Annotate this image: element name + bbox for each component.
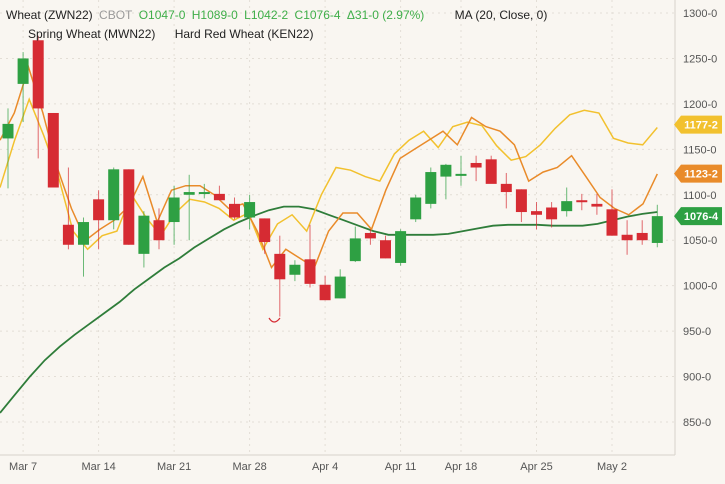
candle — [62, 167, 74, 250]
price-tags: 1177-2 1123-2 1076-4 — [674, 115, 722, 226]
change-value: Δ31-0 (2.97%) — [346, 8, 425, 22]
symbol-label[interactable]: Wheat (ZWN22) — [6, 8, 93, 22]
price-tick-label: 950-0 — [683, 326, 711, 338]
candle — [515, 189, 527, 223]
low-marker-icon — [268, 317, 281, 323]
candle — [93, 190, 105, 250]
price-tag: 1076-4 — [674, 207, 722, 226]
candle — [364, 229, 376, 245]
chart-legend: Wheat (ZWN22) CBOT O1047-0 H1089-0 L1042… — [6, 8, 550, 41]
candle — [244, 194, 256, 230]
candle — [561, 187, 573, 217]
candle — [168, 185, 180, 245]
price-tick-label: 1300-0 — [683, 8, 717, 20]
price-tick-label: 1050-0 — [683, 235, 717, 247]
candle — [546, 202, 558, 228]
candle — [274, 235, 286, 317]
exchange-label: CBOT — [99, 8, 133, 22]
candle — [213, 185, 225, 201]
candle — [531, 202, 542, 230]
candle — [123, 169, 135, 245]
candle — [621, 220, 633, 255]
candle — [289, 260, 301, 282]
candle — [47, 112, 59, 188]
candle — [455, 155, 467, 186]
close-value: C1076-4 — [294, 8, 341, 22]
candle — [440, 163, 452, 200]
candle — [198, 183, 210, 199]
candle — [500, 172, 512, 209]
price-tick-label: 1000-0 — [683, 281, 717, 293]
candle — [153, 208, 165, 250]
price-axis[interactable]: 1300-0 1250-0 1200-0 1150-0 1100-0 1050-0 1000… — [683, 8, 717, 429]
date-tick-label: Apr 25 — [520, 461, 552, 473]
svg-text:1177-2: 1177-2 — [684, 120, 718, 132]
high-value: H1089-0 — [191, 8, 238, 22]
candle — [591, 193, 603, 215]
candle — [485, 155, 497, 184]
price-tag: 1123-2 — [674, 164, 722, 183]
price-tick-label: 850-0 — [683, 417, 711, 429]
price-tag: 1177-2 — [674, 115, 722, 134]
candle — [304, 224, 316, 288]
date-tick-label: May 2 — [597, 461, 627, 473]
candle — [576, 193, 588, 211]
candle — [651, 204, 663, 248]
price-tick-label: 1200-0 — [683, 99, 717, 111]
candle — [636, 220, 648, 245]
date-tick-label: Mar 28 — [232, 461, 266, 473]
candle — [349, 226, 361, 263]
open-value: O1047-0 — [138, 8, 186, 22]
candle — [395, 229, 407, 266]
candle — [229, 197, 240, 220]
price-tick-label: 1100-0 — [683, 190, 716, 202]
candle — [380, 235, 391, 259]
candle — [17, 52, 29, 123]
date-tick-label: Apr 11 — [385, 461, 417, 473]
time-axis[interactable]: Mar 7 Mar 14 Mar 21 Mar 28 Apr 4 Apr 11 Apr 18… — [9, 461, 627, 473]
low-value: L1042-2 — [244, 8, 289, 22]
candle — [410, 194, 422, 223]
candle — [259, 218, 271, 254]
hard-red-wheat-line — [0, 64, 658, 269]
date-tick-label: Apr 4 — [312, 461, 338, 473]
candle — [138, 211, 150, 268]
comparison-lines — [0, 64, 658, 414]
candle — [78, 217, 89, 277]
date-tick-label: Mar 14 — [81, 461, 115, 473]
compare-spring-wheat-label[interactable]: Spring Wheat (MWN22) — [28, 27, 156, 41]
candle — [606, 189, 618, 236]
candle — [470, 155, 482, 182]
candle — [319, 275, 331, 301]
price-tick-label: 1250-0 — [683, 53, 717, 65]
ma-line — [0, 205, 658, 414]
ma-indicator-label[interactable]: MA (20, Close, 0) — [454, 8, 548, 22]
svg-text:1123-2: 1123-2 — [684, 169, 718, 181]
price-tick-label: 1150-0 — [683, 144, 716, 156]
candle — [32, 35, 44, 159]
candle — [2, 108, 14, 189]
candle — [108, 167, 120, 230]
candle — [425, 167, 437, 209]
svg-text:1076-4: 1076-4 — [684, 211, 719, 223]
candle — [183, 174, 195, 241]
date-tick-label: Mar 21 — [157, 461, 191, 473]
price-tick-label: 900-0 — [683, 372, 711, 384]
date-tick-label: Mar 7 — [9, 461, 37, 473]
compare-hard-red-wheat-label[interactable]: Hard Red Wheat (KEN22) — [174, 27, 314, 41]
candle — [334, 269, 346, 299]
candlesticks — [2, 35, 663, 317]
date-tick-label: Apr 18 — [445, 461, 477, 473]
spring-wheat-line — [0, 97, 658, 252]
